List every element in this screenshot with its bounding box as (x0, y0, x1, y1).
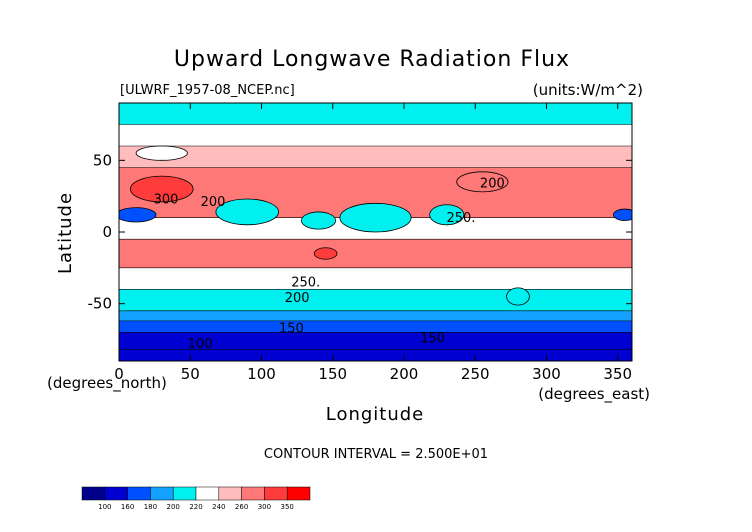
field-band-11 (119, 103, 632, 125)
radiation-field (119, 103, 632, 361)
colorbar-level-5: 240 (212, 503, 225, 511)
x-axis-ticks: 0 50 100 150 200 250 300 350 (114, 103, 632, 383)
colorbar: 100 160 180 200 220 240 260 300 350 (81, 486, 311, 511)
colorbar-level-0: 100 (98, 503, 111, 511)
colorbar-swatch-5 (195, 486, 220, 501)
y-unit-label: (degrees_north) (47, 374, 167, 393)
field-feature-0 (129, 175, 194, 203)
field-feature-10 (506, 287, 530, 306)
y-tick-label-0: -50 (88, 295, 113, 313)
x-tick-label-1: 50 (181, 365, 200, 383)
contour-label-6: 150 (279, 321, 304, 336)
colorbar-swatch-0 (81, 486, 106, 501)
field-band-0 (119, 349, 632, 361)
colorbar-level-4: 220 (189, 503, 202, 511)
chart-title: Upward Longwave Radiation Flux (174, 47, 570, 72)
field-feature-8 (613, 208, 632, 221)
colorbar-swatch-2 (127, 486, 151, 501)
contour-label-7: 100 (188, 337, 213, 352)
field-feature-9 (135, 145, 188, 161)
colorbar-level-7: 300 (258, 503, 271, 511)
x-axis-label: Longitude (326, 404, 425, 425)
contour-label-5: 200 (285, 291, 310, 306)
colorbar-level-1: 160 (121, 503, 134, 511)
colorbar-swatch-9 (286, 486, 311, 501)
field-band-6 (119, 239, 632, 268)
field-feature-4 (339, 202, 412, 233)
colorbar-level-2: 180 (144, 503, 157, 511)
field-band-3 (119, 310, 632, 321)
y-tick-label-2: 50 (93, 151, 112, 169)
colorbar-swatch-3 (150, 486, 174, 501)
file-label: [ULWRF_1957-08_NCEP.nc] (120, 83, 295, 98)
x-tick-label-3: 150 (318, 365, 347, 383)
x-tick-label-0: 0 (114, 365, 124, 383)
colorbar-level-3: 200 (167, 503, 180, 511)
x-tick-label-7: 350 (603, 365, 632, 383)
field-feature-5 (429, 204, 465, 226)
contour-label-4: 250. (291, 275, 320, 290)
y-axis-label: Latitude (55, 192, 76, 274)
x-tick-label-5: 250 (461, 365, 490, 383)
contour-label-8: 150 (420, 331, 445, 346)
field-band-10 (119, 124, 632, 146)
contour-label-1: 200 (201, 195, 226, 210)
colorbar-level-8: 350 (281, 503, 294, 511)
y-tick-label-1: 0 (102, 223, 112, 241)
colorbar-level-6: 260 (235, 503, 248, 511)
field-band-2 (119, 320, 632, 333)
colorbar-swatch-6 (218, 486, 242, 501)
x-tick-label-4: 200 (390, 365, 419, 383)
contour-label-0: 300 (154, 192, 179, 207)
field-band-9 (119, 146, 632, 168)
colorbar-swatch-8 (264, 486, 288, 501)
field-feature-3 (300, 211, 336, 230)
colorbar-swatch-7 (241, 486, 265, 501)
colorbar-swatch-1 (104, 486, 128, 501)
field-feature-1 (119, 207, 157, 223)
field-feature-7 (456, 171, 509, 193)
y-axis-ticks: -50 0 50 (88, 151, 632, 313)
field-feature-6 (313, 247, 338, 260)
field-band-1 (119, 332, 632, 350)
units-label: (units:W/m^2) (533, 81, 643, 99)
x-tick-label-2: 100 (247, 365, 276, 383)
contour-label-3: 200 (480, 177, 505, 192)
field-band-5 (119, 267, 632, 290)
contour-label-2: 250. (447, 211, 476, 226)
field-band-4 (119, 289, 632, 311)
colorbar-swatch-4 (172, 486, 197, 501)
x-unit-label: (degrees_east) (538, 385, 650, 404)
contour-interval: CONTOUR INTERVAL = 2.500E+01 (264, 447, 488, 462)
field-feature-2 (215, 198, 279, 226)
x-tick-label-6: 300 (532, 365, 561, 383)
